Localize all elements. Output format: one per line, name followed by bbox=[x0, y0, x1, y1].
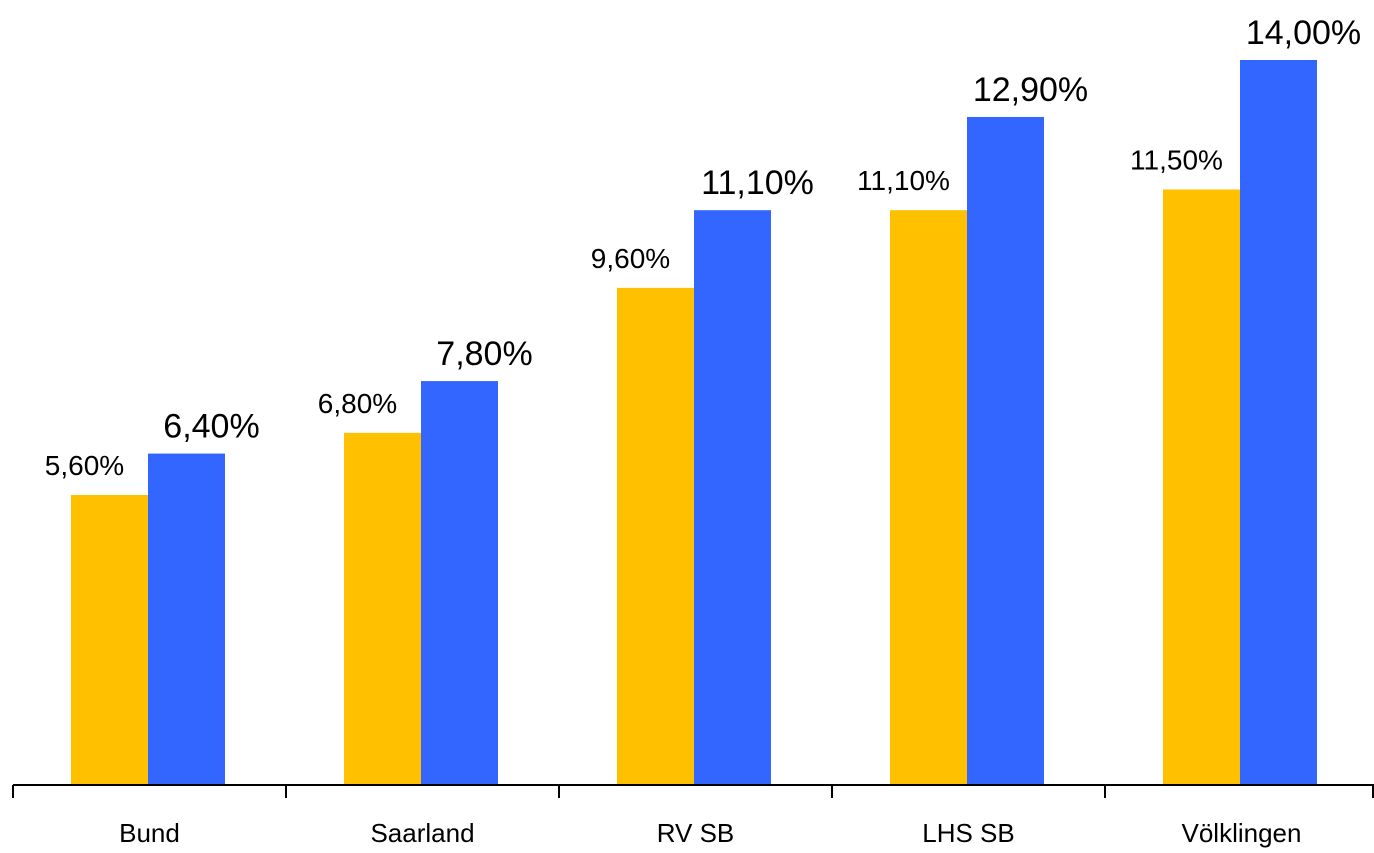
bars-layer bbox=[71, 60, 1317, 785]
data-label-rv-sb-series-1: 9,60% bbox=[591, 243, 670, 274]
category-label: Völklingen bbox=[1182, 818, 1302, 848]
bar-saarland-series-1 bbox=[344, 432, 421, 785]
category-label: RV SB bbox=[657, 818, 735, 848]
bar-rv-sb-series-2 bbox=[694, 210, 771, 785]
bar-rv-sb-series-1 bbox=[617, 287, 694, 785]
category-label: Saarland bbox=[370, 818, 474, 848]
category-label: Bund bbox=[119, 818, 180, 848]
bar-lhs-sb-series-2 bbox=[967, 116, 1044, 785]
data-label-lhs-sb-series-2: 12,90% bbox=[973, 71, 1088, 109]
bar-bund-series-2 bbox=[148, 453, 225, 785]
data-label-saarland-series-2: 7,80% bbox=[436, 335, 532, 373]
data-label-bund-series-1: 5,60% bbox=[45, 450, 124, 481]
bar-v-lklingen-series-2 bbox=[1240, 60, 1317, 785]
data-label-saarland-series-1: 6,80% bbox=[318, 388, 397, 419]
data-label-lhs-sb-series-1: 11,10% bbox=[857, 165, 950, 196]
category-label: LHS SB bbox=[922, 818, 1015, 848]
data-label-v-lklingen-series-2: 14,00% bbox=[1246, 14, 1361, 52]
bar-saarland-series-2 bbox=[421, 381, 498, 785]
data-label-bund-series-2: 6,40% bbox=[163, 408, 259, 446]
bar-lhs-sb-series-1 bbox=[890, 210, 967, 785]
x-axis: Bund Saarland RV SB LHS SB Völklingen bbox=[12, 784, 1374, 848]
data-label-v-lklingen-series-1: 11,50% bbox=[1130, 144, 1223, 175]
bar-bund-series-1 bbox=[71, 495, 148, 785]
bar-v-lklingen-series-1 bbox=[1163, 189, 1240, 785]
data-label-rv-sb-series-2: 11,10% bbox=[701, 164, 814, 202]
value-labels-layer: 5,60% 6,40% 6,80% 7,80% 9,60% 11,10% 11,10% 12,… bbox=[45, 14, 1361, 481]
